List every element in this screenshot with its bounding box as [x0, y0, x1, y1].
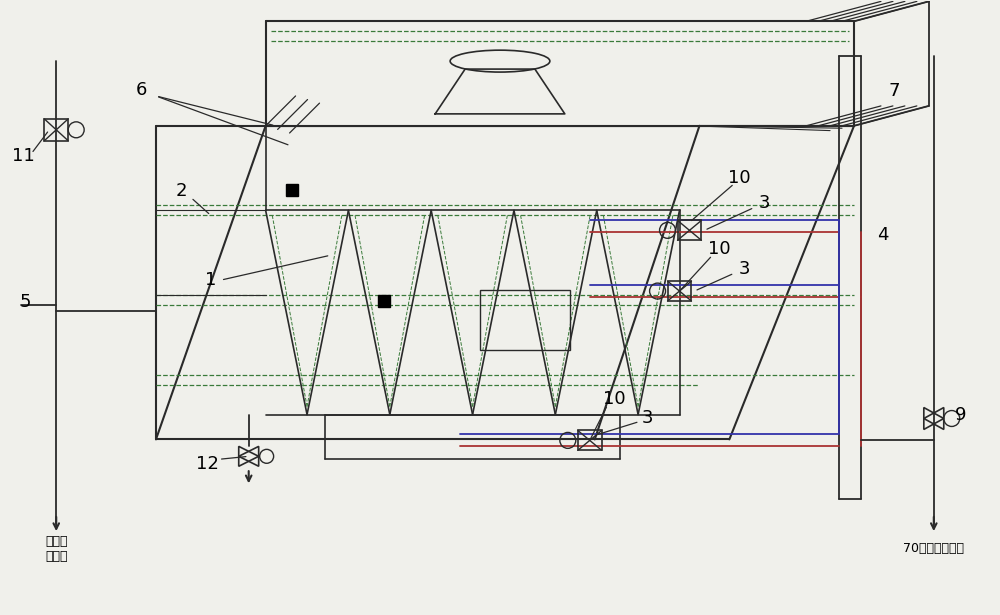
- Text: 1: 1: [205, 271, 216, 289]
- Text: 10: 10: [708, 240, 731, 258]
- Text: 9: 9: [955, 405, 966, 424]
- Bar: [286, 183, 298, 196]
- Text: 6: 6: [135, 81, 147, 99]
- Text: 7: 7: [888, 82, 900, 100]
- Text: 至菱镁
机入口: 至菱镁 机入口: [45, 535, 67, 563]
- Bar: [668, 281, 691, 301]
- Text: 70度的热源介质: 70度的热源介质: [903, 542, 964, 555]
- Text: 5: 5: [19, 293, 31, 311]
- Text: 3: 3: [739, 260, 750, 278]
- Text: 4: 4: [877, 226, 888, 244]
- Text: 10: 10: [728, 169, 751, 186]
- Text: 3: 3: [642, 408, 653, 426]
- Text: 2: 2: [175, 181, 187, 199]
- Text: 3: 3: [759, 194, 770, 212]
- Bar: [480, 290, 570, 350]
- Bar: [678, 220, 701, 240]
- Text: 11: 11: [12, 147, 35, 165]
- Bar: [378, 295, 390, 307]
- Bar: [578, 430, 602, 450]
- Bar: [44, 119, 68, 141]
- Text: 12: 12: [196, 455, 219, 474]
- Text: 10: 10: [603, 389, 626, 408]
